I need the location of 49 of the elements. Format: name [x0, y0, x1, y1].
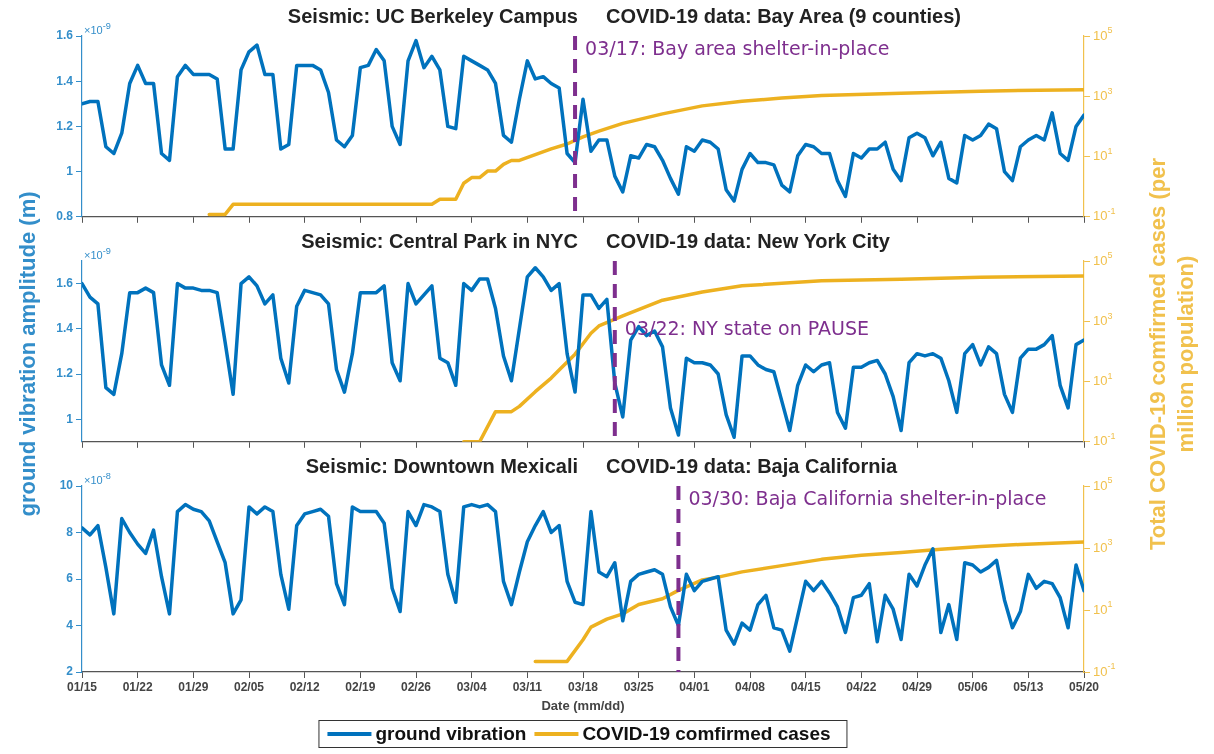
x-tick-label: 03/25: [623, 679, 655, 694]
x-tick-label: 01/15: [66, 679, 98, 694]
x-tick-label: 04/01: [679, 679, 710, 694]
x-tick-label: 02/05: [233, 679, 265, 694]
text: ×10$^{-9}$: [84, 20, 111, 37]
x-tick-label: 04/08: [734, 679, 766, 694]
text: ×10$^{-9}$: [84, 245, 111, 262]
x-tick-label: 04/22: [846, 679, 877, 694]
x-tick-label: 03/18: [567, 679, 599, 694]
x-tick-label: 02/19: [345, 679, 376, 694]
ref-line-label: 03/30: Baja California shelter-in-place: [688, 486, 1047, 509]
x-tick-label: 03/04: [456, 679, 488, 694]
x-tick-label: 02/12: [289, 679, 321, 694]
y-tick-label: 8: [66, 524, 74, 539]
y-tick-label: 10: [59, 478, 74, 493]
y-axis-title: ground vibration amplitude (m): [14, 191, 41, 517]
y-tick-label: 2: [66, 664, 74, 679]
y-tick-label: 1.4: [56, 73, 74, 88]
y-tick-label: 1.2: [56, 118, 74, 133]
x-tick-label: 03/11: [512, 679, 543, 694]
y-tick-label: 1.4: [56, 321, 74, 336]
y-tick-label: 0.8: [56, 209, 74, 224]
y-tick-label: 1.6: [56, 275, 74, 290]
y-tick-label: 1: [66, 411, 74, 426]
x-tick-label: 05/06: [957, 679, 989, 694]
ref-line-label: 03/17: Bay area shelter-in-place: [585, 36, 890, 59]
chart-title: Seismic: Central Park in NYC: [301, 229, 578, 253]
legend-label: COVID-19 comfirmed cases: [582, 723, 831, 745]
y2-axis-title: Total COVID-19 comfirmed cases (per million population): [1144, 157, 1199, 553]
x-tick-label: 02/26: [400, 679, 432, 694]
legend-label: ground vibration: [375, 723, 527, 745]
y-tick-label: 4: [66, 617, 74, 632]
x-tick-label: 04/29: [901, 679, 933, 694]
y-tick-label: 1.6: [56, 28, 74, 43]
y-tick-label: 1.2: [56, 366, 74, 381]
x-tick-label: 05/13: [1013, 679, 1044, 694]
x-tick-label: 05/20: [1068, 679, 1100, 694]
text: ×10$^{-8}$: [84, 470, 111, 487]
chart-subtitle: COVID-19 data: Bay Area (9 counties): [606, 4, 961, 28]
chart-title: Seismic: UC Berkeley Campus: [287, 4, 578, 28]
x-tick-label: 04/15: [790, 679, 822, 694]
y-tick-label: 1: [66, 163, 74, 178]
chart-subtitle: COVID-19 data: Baja California: [606, 454, 898, 478]
x-tick-label: 01/29: [178, 679, 209, 694]
y-tick-label: 6: [66, 571, 74, 586]
chart-title: Seismic: Downtown Mexicali: [305, 454, 578, 478]
x-axis-title: Date (mm/dd): [541, 698, 625, 713]
x-tick-label: 01/22: [122, 679, 154, 694]
chart-subtitle: COVID-19 data: New York City: [606, 229, 890, 253]
